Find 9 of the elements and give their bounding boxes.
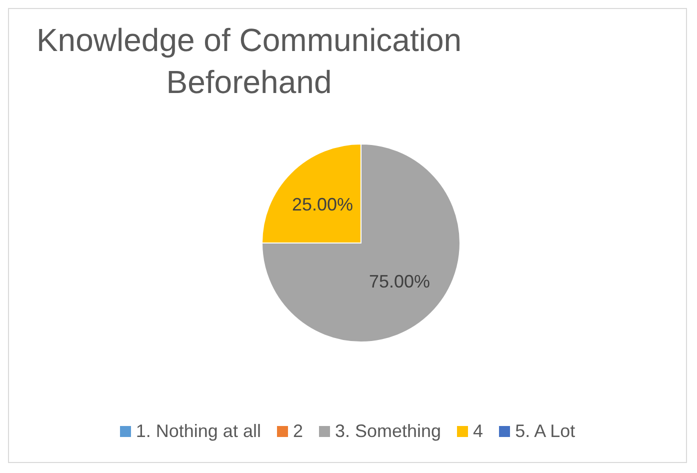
legend-label: 3. Something xyxy=(334,421,442,442)
legend-label: 2 xyxy=(292,421,303,442)
legend-label: 1. Nothing at all xyxy=(136,421,261,442)
chart-title: Knowledge of Communication Beforehand xyxy=(35,21,463,102)
pie-slice xyxy=(262,144,460,342)
data-label: 75.00% xyxy=(368,272,430,292)
legend-label: 4 xyxy=(473,421,484,442)
legend-label: 5. A Lot xyxy=(515,421,576,442)
data-label: 25.00% xyxy=(292,194,354,214)
